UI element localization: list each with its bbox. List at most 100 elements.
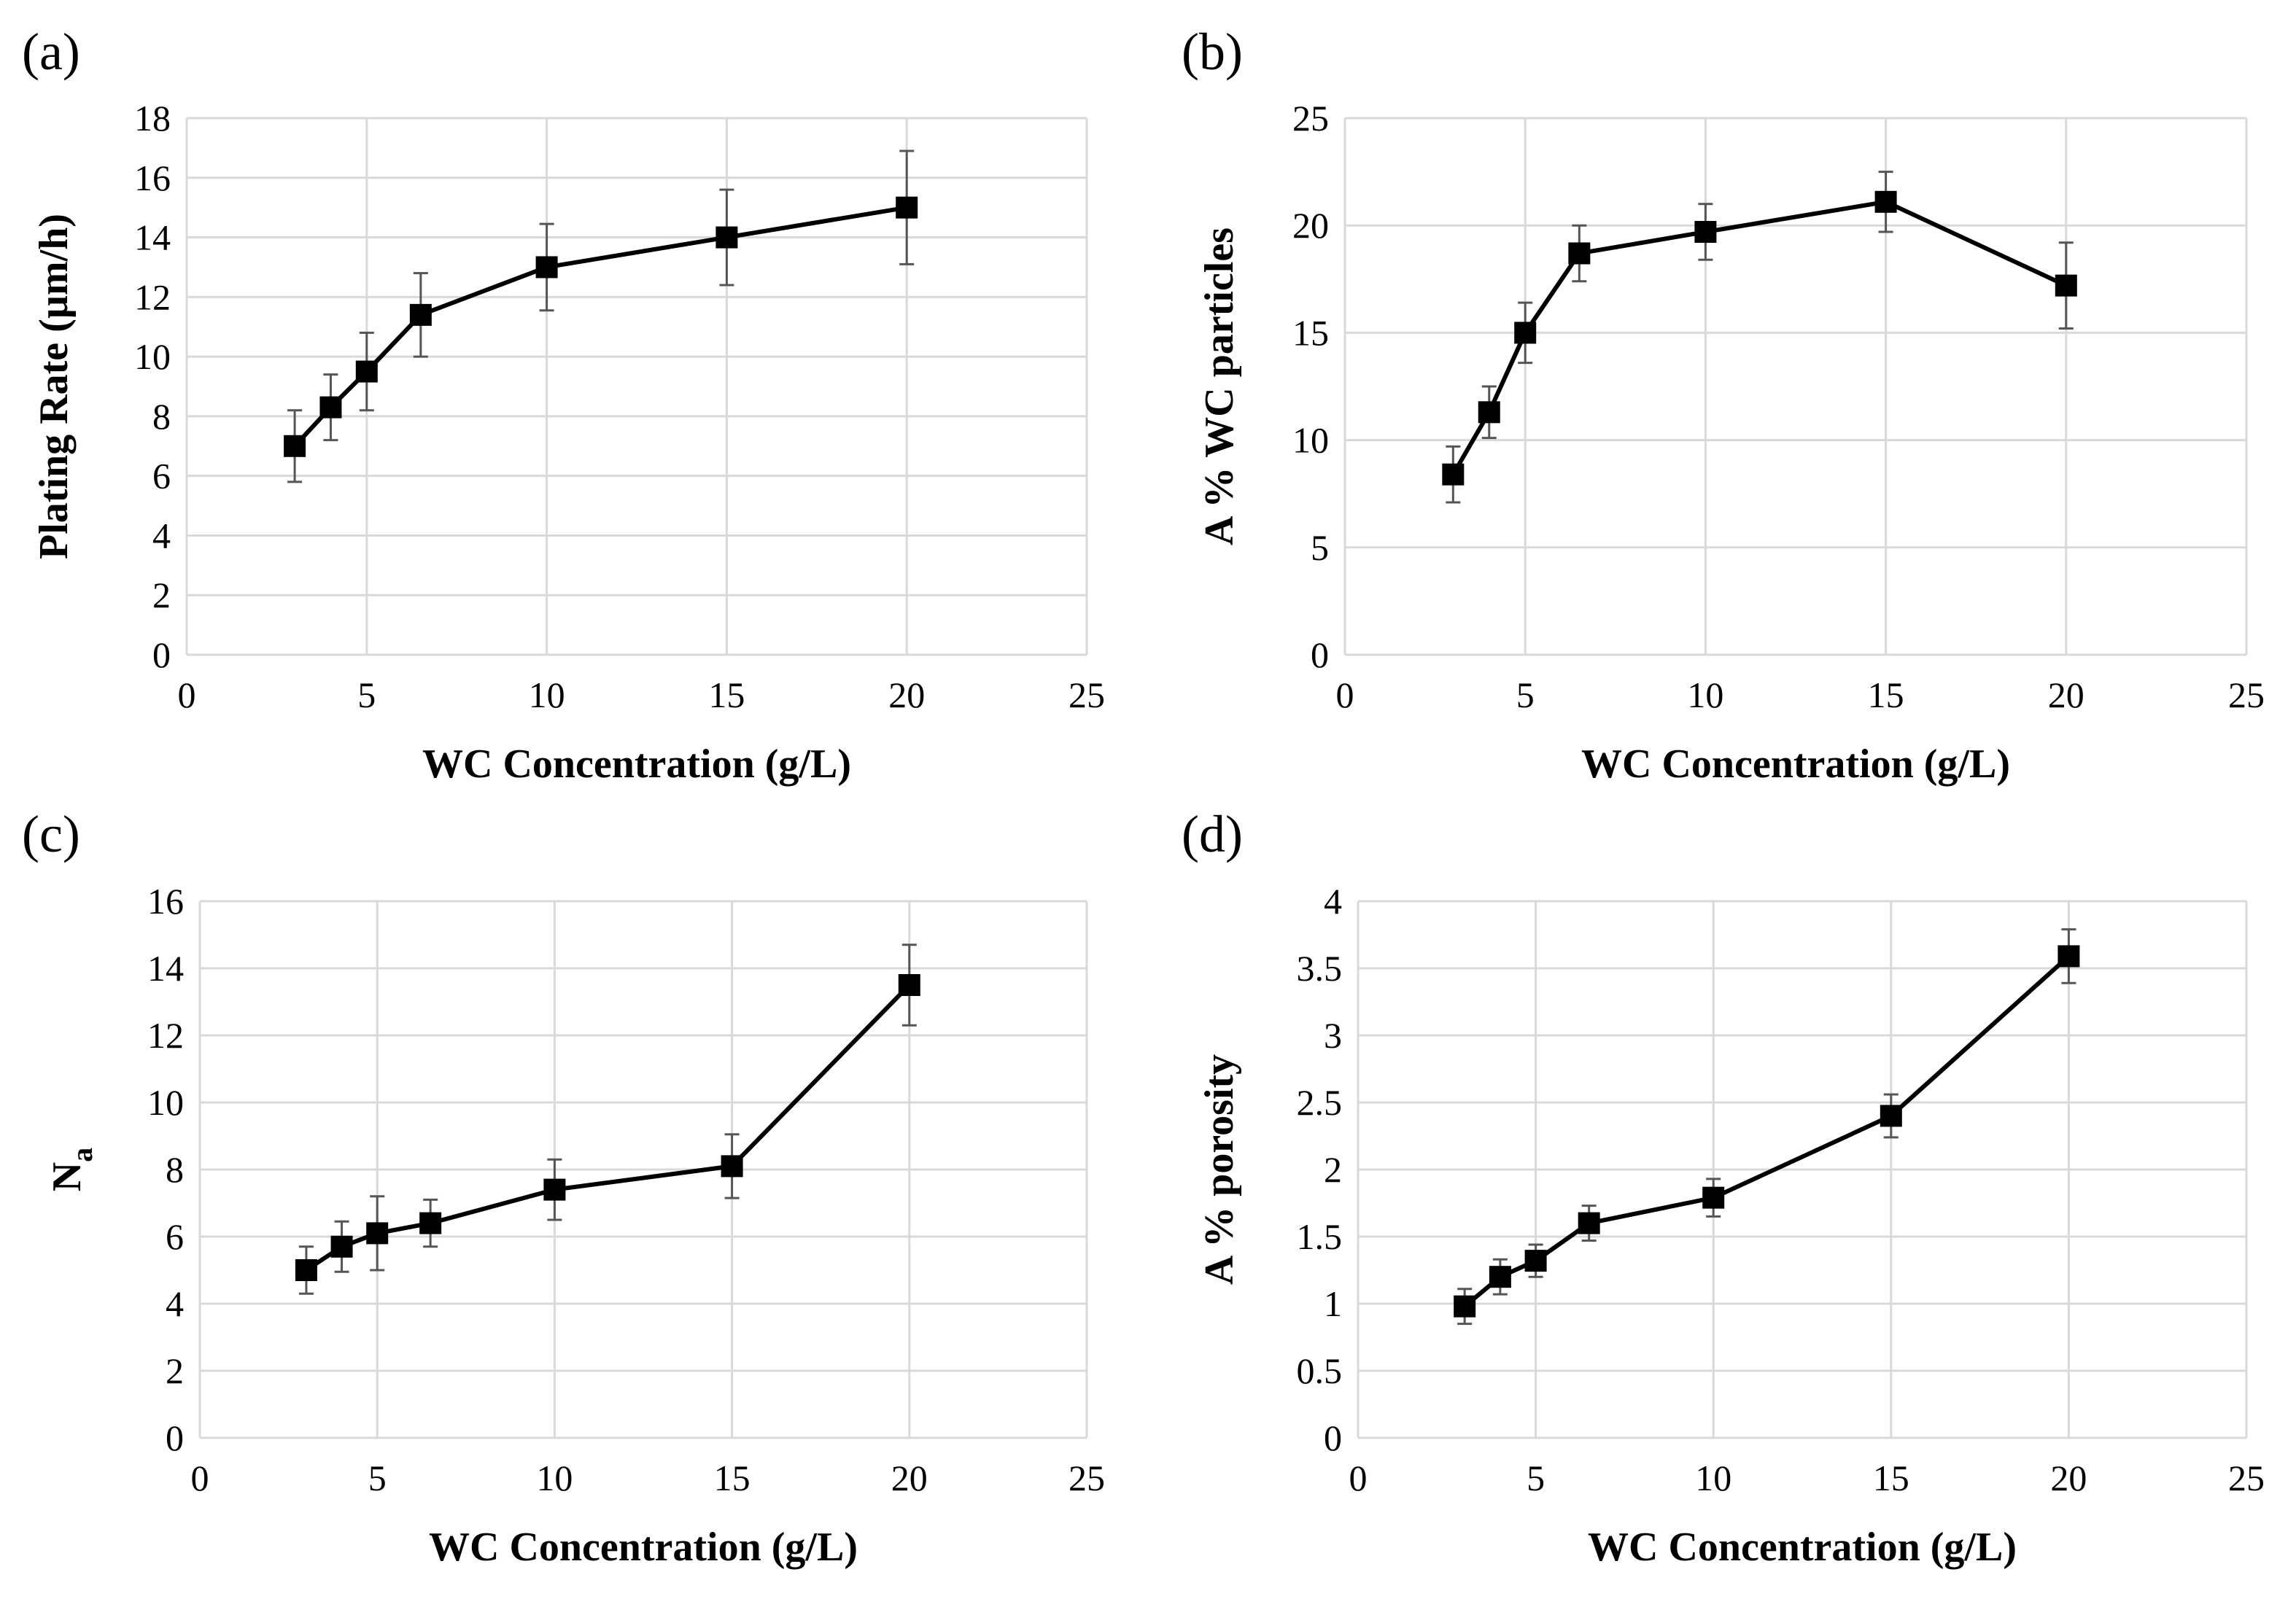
y-tick-label: 4: [152, 515, 171, 556]
y-tick-label: 25: [1292, 98, 1329, 139]
y-tick-label: 3: [1324, 1015, 1342, 1056]
series-line: [1463, 954, 2071, 1308]
y-tick-label: 10: [1292, 420, 1329, 461]
x-tick-label: 20: [891, 1458, 928, 1498]
data-point-marker: [1694, 221, 1717, 244]
data-point-marker: [1568, 242, 1591, 265]
panel-label: (a): [22, 23, 80, 81]
panel-c: (c) 0 2 4 6 8 10 12 14 16 0 5 10 15 20 25 WC Concentrati…: [22, 805, 1105, 1570]
y-tick-label: 5: [1311, 527, 1329, 568]
y-tick-label: 2: [1324, 1149, 1342, 1190]
y-tick-label: 6: [152, 456, 171, 497]
x-tick-label: 10: [529, 674, 565, 715]
y-axis-title-main: A % porosity: [1197, 1054, 1242, 1285]
panel-d: (d) 0 0.5 1 1.5 2 2.5 3 3.5 4 0 5 10 15 20 25 WC Concent…: [1182, 805, 2265, 1570]
data-point-marker: [1489, 1266, 1511, 1288]
data-point-marker: [284, 435, 306, 457]
y-tick-label: 6: [166, 1216, 184, 1257]
x-tick-label: 15: [714, 1458, 751, 1498]
y-axis-title: A % porosity: [1197, 1054, 1242, 1285]
y-tick-label: 0: [1311, 634, 1329, 675]
x-tick-label: 10: [1687, 674, 1723, 715]
data-point-marker: [409, 303, 432, 326]
data-point-marker: [1478, 401, 1500, 424]
data-point-marker: [896, 196, 918, 219]
y-tick-label: 14: [134, 217, 171, 258]
data-point-marker: [2058, 945, 2080, 968]
y-tick-label: 16: [147, 881, 184, 922]
data-point-marker: [355, 360, 378, 383]
y-tick-label: 0: [152, 634, 171, 675]
data-point-marker: [330, 1235, 353, 1258]
y-axis-title-subscript: a: [66, 1148, 98, 1162]
x-tick-label: 25: [1069, 674, 1105, 715]
x-tick-label: 5: [357, 674, 376, 715]
data-point-marker: [295, 1259, 317, 1281]
panel-a: (a) 0 2 4 6 8 10 12 14 16 18 0 5 10 15 20 25 WC Concentra…: [22, 23, 1105, 787]
y-tick-label: 15: [1292, 312, 1329, 353]
x-tick-label: 5: [1527, 1458, 1545, 1498]
y-tick-label: 12: [134, 276, 171, 317]
y-tick-label: 14: [147, 948, 184, 989]
series-line: [292, 205, 907, 448]
x-tick-label: 15: [1873, 1458, 1909, 1498]
x-tick-label: 0: [178, 674, 196, 715]
data-point-marker: [535, 256, 558, 279]
data-point-marker: [419, 1212, 442, 1234]
x-axis-title: WC Concentration (g/L): [1581, 742, 2010, 787]
y-axis-title: Na: [44, 1148, 98, 1191]
y-axis-title-main: N: [44, 1162, 90, 1191]
data-point-marker: [898, 974, 920, 996]
y-tick-label: 10: [134, 336, 171, 377]
x-axis-title: WC Concentration (g/L): [1588, 1525, 2017, 1570]
y-axis-title: Plating Rate (µm/h): [31, 214, 77, 559]
y-tick-label: 0: [1324, 1417, 1342, 1458]
y-tick-label: 2: [166, 1350, 184, 1391]
y-tick-label: 16: [134, 157, 171, 198]
panel-label: (c): [22, 805, 80, 863]
series-line: [1451, 199, 2068, 476]
x-tick-label: 25: [2228, 1458, 2265, 1498]
y-tick-label: 1: [1324, 1283, 1342, 1324]
x-tick-label: 15: [1868, 674, 1904, 715]
x-tick-label: 0: [191, 1458, 209, 1498]
x-tick-label: 5: [368, 1458, 387, 1498]
y-tick-label: 2.5: [1297, 1082, 1343, 1123]
y-tick-label: 0: [166, 1417, 184, 1458]
y-tick-label: 1.5: [1297, 1216, 1343, 1257]
x-tick-label: 10: [1695, 1458, 1731, 1498]
y-tick-label: 4: [166, 1283, 184, 1324]
x-axis-title: WC Concentration (g/L): [422, 742, 851, 787]
y-tick-label: 4: [1324, 881, 1342, 922]
x-tick-label: 15: [708, 674, 745, 715]
data-point-marker: [1880, 1105, 1902, 1127]
y-axis-title-main: Plating Rate (µm/h): [31, 214, 77, 559]
y-axis-title: A % WC particles: [1197, 227, 1242, 545]
data-point-marker: [1578, 1212, 1600, 1234]
x-axis-title: WC Concentration (g/L): [429, 1525, 858, 1570]
x-tick-label: 25: [1069, 1458, 1105, 1498]
x-tick-label: 20: [888, 674, 925, 715]
x-tick-label: 5: [1516, 674, 1535, 715]
data-point-marker: [1874, 190, 1897, 213]
data-point-marker: [715, 226, 738, 249]
panel-label: (b): [1182, 23, 1243, 81]
data-point-marker: [366, 1222, 389, 1245]
data-point-marker: [1524, 1250, 1547, 1272]
y-tick-label: 0.5: [1297, 1350, 1343, 1391]
y-axis-title-main: A % WC particles: [1197, 227, 1242, 545]
x-tick-label: 0: [1336, 674, 1354, 715]
panel-label: (d): [1182, 805, 1243, 863]
data-point-marker: [319, 396, 342, 419]
series-line: [305, 983, 911, 1272]
x-tick-label: 25: [2228, 674, 2265, 715]
y-tick-label: 2: [152, 575, 171, 615]
y-tick-label: 8: [166, 1149, 184, 1190]
x-tick-label: 20: [2048, 674, 2084, 715]
y-tick-label: 12: [147, 1015, 184, 1056]
data-point-marker: [1514, 322, 1537, 344]
panel-b: (b) 0 5 10 15 20 25 0 5 10 15 20 25 WC Concentration …: [1182, 23, 2265, 787]
data-point-marker: [2055, 274, 2077, 297]
data-point-marker: [721, 1155, 743, 1178]
data-point-marker: [1702, 1186, 1725, 1209]
